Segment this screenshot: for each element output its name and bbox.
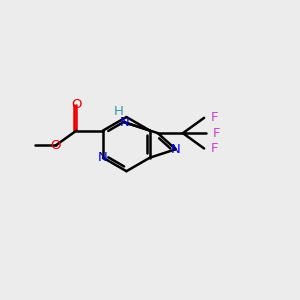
Text: N: N [119,116,129,129]
Text: N: N [98,151,108,164]
Text: H: H [114,104,124,118]
Text: F: F [211,142,218,155]
Text: O: O [51,139,61,152]
Text: F: F [213,127,220,140]
Text: N: N [171,143,181,156]
Text: F: F [211,111,218,124]
Text: O: O [71,98,82,111]
